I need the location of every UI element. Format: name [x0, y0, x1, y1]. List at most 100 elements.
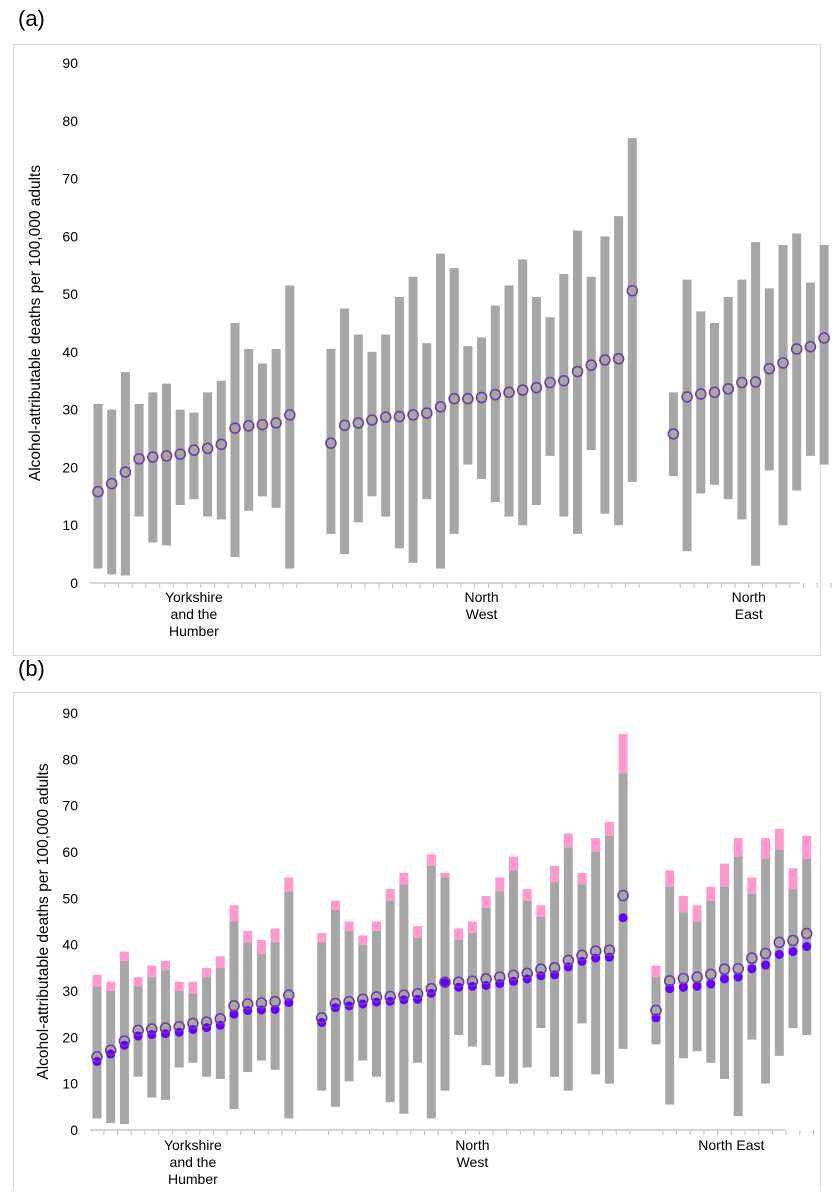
- panel-b-open-marker: [132, 1024, 144, 1037]
- panel-b-open-marker: [228, 1000, 240, 1012]
- panel-b-upper-extension-bar: [385, 889, 395, 901]
- panel-b-open-marker: [200, 1016, 213, 1028]
- panel-a-open-marker: [804, 340, 817, 353]
- panel-a-range-bar: [764, 288, 774, 471]
- panel-a-open-marker: [119, 466, 132, 478]
- panel-b-y-tick-label: 80: [62, 751, 78, 767]
- panel-b-open-marker: [241, 998, 254, 1010]
- panel-a-range-bar: [367, 351, 377, 497]
- panel-b-open-marker: [173, 1020, 185, 1033]
- panel-b-y-tick-label: 40: [62, 937, 78, 953]
- panel-a-open-marker: [489, 388, 502, 401]
- panel-b-range-bar: [550, 882, 560, 1077]
- panel-a-open-marker: [818, 332, 830, 344]
- panel-b-upper-extension-bar: [802, 835, 812, 859]
- panel-a-open-marker: [763, 362, 776, 375]
- panel-b-filled-marker: [270, 1005, 280, 1015]
- panel-b-open-marker: [521, 967, 534, 980]
- panel-a-range-bar: [819, 245, 829, 465]
- panel-b-open-marker: [104, 1044, 117, 1057]
- panel-a-open-marker: [694, 388, 707, 400]
- panel-b-open-marker: [677, 972, 690, 985]
- panel-a-open-marker: [749, 376, 762, 388]
- panel-a-open-marker: [174, 448, 186, 460]
- panel-b-upper-extension-bar: [358, 935, 368, 945]
- panel-a-open-marker: [626, 284, 639, 297]
- panel-b-open-marker: [159, 1022, 172, 1034]
- panel-b-upper-extension-bar: [678, 896, 688, 913]
- panel-b-open-marker: [439, 976, 451, 988]
- panel-a-range-bar: [162, 383, 171, 546]
- panel-b-open-marker: [480, 973, 492, 985]
- panel-b-upper-extension-bar: [174, 981, 184, 991]
- panel-a-y-axis-label: Alcohol-attributable deaths per 100,000 …: [27, 165, 44, 481]
- panel-b-filled-marker: [720, 974, 729, 984]
- panel-a-range-bar: [737, 279, 747, 520]
- panel-a-range-bar: [710, 323, 719, 485]
- panel-a-open-marker: [407, 409, 419, 421]
- panel-b-filled-marker: [119, 1040, 129, 1050]
- panel-b-range-bar: [733, 856, 743, 1117]
- panel-a-y-tick-label: 70: [62, 171, 78, 187]
- panel-b-range-bar: [618, 773, 628, 1049]
- panel-a-open-marker: [105, 477, 118, 490]
- panel-a-range-bar: [723, 297, 733, 500]
- panel-b-upper-extension-bar: [651, 965, 661, 978]
- panel-b-open-marker: [315, 1012, 328, 1024]
- panel-b-upper-extension-bar: [202, 967, 212, 978]
- panel-b-upper-extension-bar: [720, 863, 729, 887]
- panel-b-upper-extension-bar: [215, 956, 225, 968]
- panel-a-range-bar: [477, 337, 487, 479]
- panel-b-range-bar: [522, 900, 532, 1068]
- panel-b-upper-extension-bar: [243, 930, 253, 943]
- panel-a-open-marker: [92, 485, 104, 498]
- panel-b-upper-extension-bar: [604, 821, 614, 836]
- panel-a-open-marker: [585, 359, 598, 371]
- panel-b-filled-marker: [330, 1003, 340, 1013]
- panel-b-region-label: Yorkshire: [164, 1137, 222, 1153]
- panel-a-range-bar: [490, 305, 500, 503]
- panel-b-upper-extension-bar: [372, 921, 381, 931]
- panel-b-y-tick-label: 70: [62, 798, 78, 814]
- panel-b-filled-marker: [344, 1001, 354, 1011]
- panel-a-range-bar: [696, 311, 706, 494]
- panel-b-y-tick-label: 90: [62, 705, 78, 721]
- panel-b-upper-extension-bar: [399, 872, 409, 885]
- panel-b-y-tick-label: 10: [62, 1076, 78, 1092]
- panel-b-upper-extension-bar: [119, 951, 129, 961]
- panel-a-open-marker: [215, 438, 228, 451]
- panel-a-range-bar: [792, 233, 802, 491]
- panel-b-range-bar: [788, 889, 798, 1029]
- panel-b-upper-extension-bar: [577, 872, 587, 885]
- panel-b-region-label: North East: [698, 1137, 764, 1153]
- panel-a-open-marker: [201, 442, 214, 455]
- panel-a-open-marker: [270, 417, 282, 429]
- panel-b-open-marker: [214, 1012, 227, 1025]
- panel-b-upper-extension-bar: [495, 877, 505, 892]
- panel-b-open-marker: [691, 971, 703, 983]
- panel-b-region-label: and the: [170, 1154, 217, 1170]
- panel-b-upper-extension-bar: [563, 833, 573, 848]
- panel-a-range-bar: [573, 230, 582, 534]
- panel-a-y-tick-label: 30: [62, 402, 78, 418]
- panel-a-open-marker: [475, 391, 488, 404]
- panel-b-upper-extension-bar: [454, 928, 464, 941]
- panel-a-y-tick-label: 60: [62, 228, 78, 244]
- panel-b-open-marker: [576, 949, 588, 962]
- panel-a-range-bar: [751, 242, 761, 566]
- panel-a-open-marker: [160, 450, 173, 462]
- panel-a-open-marker: [777, 357, 789, 369]
- panel-b-upper-extension-bar: [536, 905, 546, 917]
- panel-a-open-marker: [283, 409, 296, 421]
- panel-a-label: (a): [18, 6, 45, 31]
- panel-a-open-marker: [722, 383, 735, 395]
- panel-b-open-marker: [343, 995, 355, 1008]
- panel-a-open-marker: [530, 381, 543, 394]
- panel-a-range-bar: [668, 392, 678, 477]
- panel-a-y-tick-label: 80: [62, 113, 78, 129]
- panel-b-y-tick-label: 60: [62, 844, 78, 860]
- panel-b-upper-extension-bar: [161, 960, 170, 971]
- panel-a-open-marker: [379, 411, 392, 423]
- panel-b-open-marker: [704, 968, 717, 981]
